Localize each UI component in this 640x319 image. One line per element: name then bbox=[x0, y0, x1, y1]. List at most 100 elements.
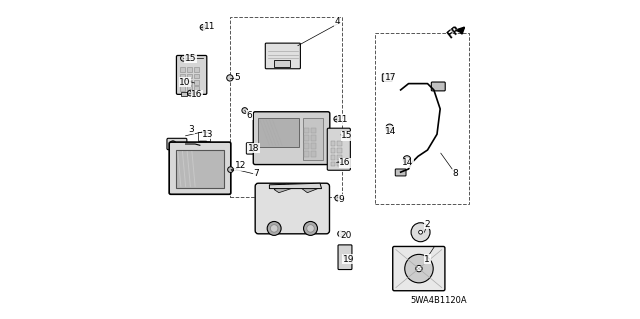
FancyBboxPatch shape bbox=[177, 56, 207, 94]
Bar bbox=[311, 128, 316, 133]
FancyBboxPatch shape bbox=[393, 247, 445, 291]
Text: 17: 17 bbox=[385, 73, 396, 82]
Text: FR.: FR. bbox=[445, 22, 465, 41]
Text: 20: 20 bbox=[340, 231, 351, 240]
FancyBboxPatch shape bbox=[382, 74, 392, 81]
Text: 19: 19 bbox=[343, 255, 355, 263]
Text: 5: 5 bbox=[234, 73, 240, 82]
Bar bbox=[180, 80, 186, 85]
Bar bbox=[180, 68, 186, 72]
Bar bbox=[193, 92, 199, 96]
Circle shape bbox=[334, 116, 340, 122]
Text: 4: 4 bbox=[334, 18, 340, 26]
Bar bbox=[194, 86, 199, 91]
Circle shape bbox=[335, 159, 341, 165]
Polygon shape bbox=[274, 183, 293, 193]
Text: 6: 6 bbox=[246, 111, 252, 120]
Circle shape bbox=[307, 225, 314, 232]
Text: 13: 13 bbox=[202, 130, 214, 139]
FancyBboxPatch shape bbox=[253, 112, 330, 165]
Text: 3: 3 bbox=[189, 125, 195, 134]
Text: 11: 11 bbox=[337, 115, 349, 124]
Bar bbox=[187, 74, 192, 78]
Bar bbox=[303, 118, 323, 160]
Bar bbox=[194, 68, 199, 72]
Text: 10: 10 bbox=[179, 78, 191, 86]
Text: 5WA4B1120A: 5WA4B1120A bbox=[410, 296, 467, 305]
Circle shape bbox=[227, 75, 233, 81]
Bar bbox=[337, 155, 342, 160]
Text: 12: 12 bbox=[235, 161, 246, 170]
Circle shape bbox=[411, 223, 430, 242]
Bar bbox=[337, 162, 342, 167]
Text: 7: 7 bbox=[253, 169, 259, 178]
Bar bbox=[311, 136, 316, 141]
Bar bbox=[331, 148, 335, 152]
Bar bbox=[176, 150, 223, 188]
Text: 18: 18 bbox=[248, 144, 259, 153]
Bar bbox=[187, 80, 192, 85]
Circle shape bbox=[200, 25, 206, 30]
FancyBboxPatch shape bbox=[338, 245, 352, 270]
Bar bbox=[304, 143, 309, 149]
Circle shape bbox=[419, 230, 422, 234]
Circle shape bbox=[338, 231, 344, 237]
Bar bbox=[230, 17, 342, 197]
FancyBboxPatch shape bbox=[327, 128, 350, 170]
FancyBboxPatch shape bbox=[167, 138, 187, 150]
FancyBboxPatch shape bbox=[266, 43, 300, 69]
Bar bbox=[311, 143, 316, 149]
Text: 15: 15 bbox=[341, 131, 353, 140]
Bar bbox=[259, 118, 300, 147]
Bar bbox=[181, 92, 186, 96]
Bar bbox=[331, 155, 335, 160]
Circle shape bbox=[416, 265, 422, 272]
Text: 2: 2 bbox=[424, 220, 430, 229]
FancyBboxPatch shape bbox=[169, 142, 231, 194]
FancyBboxPatch shape bbox=[199, 141, 207, 148]
Bar bbox=[304, 151, 309, 157]
Polygon shape bbox=[301, 183, 319, 193]
Circle shape bbox=[242, 108, 248, 113]
Bar bbox=[311, 151, 316, 157]
Text: 11: 11 bbox=[204, 22, 216, 31]
Bar bbox=[180, 86, 186, 91]
Circle shape bbox=[180, 56, 186, 61]
Text: 1: 1 bbox=[424, 255, 430, 263]
Circle shape bbox=[188, 90, 193, 96]
Bar bbox=[198, 132, 211, 141]
Bar bbox=[187, 86, 192, 91]
Bar bbox=[194, 74, 199, 78]
Bar bbox=[337, 141, 342, 145]
Circle shape bbox=[270, 225, 278, 232]
FancyBboxPatch shape bbox=[396, 169, 406, 176]
Bar bbox=[180, 74, 186, 78]
Text: 14: 14 bbox=[385, 127, 396, 136]
Circle shape bbox=[267, 221, 281, 235]
Text: 8: 8 bbox=[453, 169, 459, 178]
Bar bbox=[304, 128, 309, 133]
Bar bbox=[304, 136, 309, 141]
FancyBboxPatch shape bbox=[246, 143, 261, 154]
Bar bbox=[375, 33, 468, 204]
Circle shape bbox=[170, 141, 176, 147]
Text: 15: 15 bbox=[185, 54, 196, 63]
Bar bbox=[331, 162, 335, 167]
Circle shape bbox=[228, 167, 234, 173]
Text: 9: 9 bbox=[339, 195, 344, 204]
Text: 14: 14 bbox=[402, 158, 413, 167]
Circle shape bbox=[404, 254, 433, 283]
Circle shape bbox=[403, 156, 411, 163]
Circle shape bbox=[303, 221, 317, 235]
Bar bbox=[337, 148, 342, 152]
Polygon shape bbox=[269, 183, 321, 189]
Circle shape bbox=[338, 132, 344, 138]
Circle shape bbox=[335, 195, 340, 201]
Bar bbox=[331, 141, 335, 145]
Bar bbox=[274, 60, 290, 67]
FancyBboxPatch shape bbox=[255, 183, 330, 234]
Text: 16: 16 bbox=[191, 90, 203, 99]
Circle shape bbox=[386, 124, 394, 132]
Bar bbox=[187, 68, 192, 72]
Bar bbox=[194, 80, 199, 85]
